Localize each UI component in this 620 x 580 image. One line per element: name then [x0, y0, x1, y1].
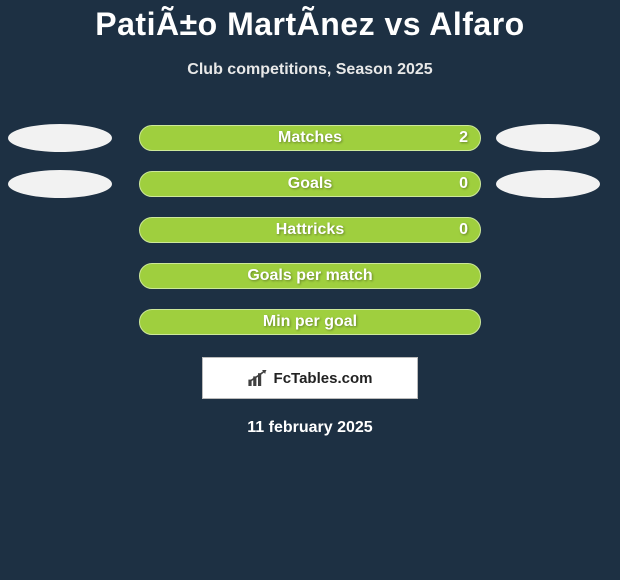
- stat-value: 0: [459, 221, 468, 239]
- stat-rows: Matches 2 Goals 0 Hattricks 0 Goals per match M…: [0, 125, 620, 335]
- stat-value: 0: [459, 175, 468, 193]
- logo-chart-icon: [248, 370, 268, 386]
- stat-row: Goals 0: [0, 171, 620, 197]
- stat-label: Goals: [288, 175, 332, 193]
- date-text: 11 february 2025: [0, 419, 620, 437]
- stat-row: Goals per match: [0, 263, 620, 289]
- stat-value: 2: [459, 129, 468, 147]
- stat-row: Min per goal: [0, 309, 620, 335]
- pie-right-icon: [496, 124, 600, 152]
- pie-left-icon: [8, 170, 112, 198]
- logo-text: FcTables.com: [274, 370, 373, 387]
- stat-bar: Hattricks 0: [139, 217, 481, 243]
- pie-left-icon: [8, 124, 112, 152]
- pie-right-icon: [496, 170, 600, 198]
- stat-bar: Matches 2: [139, 125, 481, 151]
- stat-label: Min per goal: [263, 313, 357, 331]
- stat-row: Matches 2: [0, 125, 620, 151]
- stat-bar: Goals per match: [139, 263, 481, 289]
- stat-label: Matches: [278, 129, 342, 147]
- stat-bar: Goals 0: [139, 171, 481, 197]
- page-title: PatiÃ±o MartÃ­nez vs Alfaro: [0, 0, 620, 43]
- logo-box: FcTables.com: [202, 357, 418, 399]
- stat-label: Hattricks: [276, 221, 344, 239]
- stat-row: Hattricks 0: [0, 217, 620, 243]
- infographic-root: PatiÃ±o MartÃ­nez vs Alfaro Club competi…: [0, 0, 620, 580]
- stat-label: Goals per match: [247, 267, 372, 285]
- page-subtitle: Club competitions, Season 2025: [0, 61, 620, 79]
- stat-bar: Min per goal: [139, 309, 481, 335]
